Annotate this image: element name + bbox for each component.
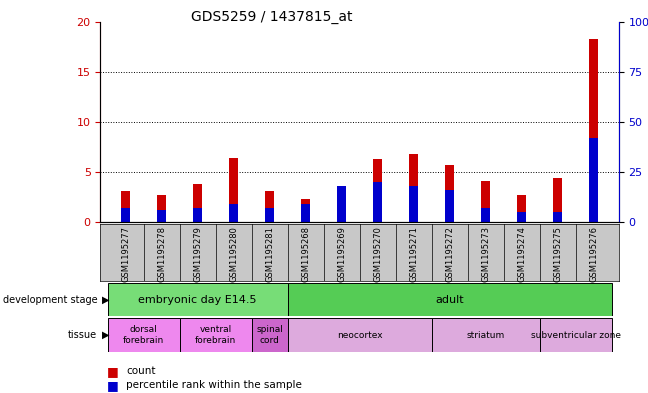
Text: dorsal
forebrain: dorsal forebrain xyxy=(123,325,164,345)
Text: GSM1195271: GSM1195271 xyxy=(409,226,418,282)
Text: neocortex: neocortex xyxy=(337,331,382,340)
Bar xyxy=(265,208,274,222)
Bar xyxy=(337,186,346,222)
Bar xyxy=(409,154,418,222)
Bar xyxy=(193,184,202,222)
Text: percentile rank within the sample: percentile rank within the sample xyxy=(126,380,302,390)
Text: GSM1195269: GSM1195269 xyxy=(337,226,346,282)
Text: GSM1195279: GSM1195279 xyxy=(193,226,202,282)
Bar xyxy=(121,208,130,222)
Text: GSM1195281: GSM1195281 xyxy=(265,226,274,282)
Bar xyxy=(481,208,490,222)
Bar xyxy=(288,318,432,352)
Text: development stage: development stage xyxy=(3,295,97,305)
Bar xyxy=(301,199,310,222)
Bar xyxy=(540,318,612,352)
Bar xyxy=(409,186,418,222)
Text: GSM1195277: GSM1195277 xyxy=(121,226,130,282)
Text: ventral
forebrain: ventral forebrain xyxy=(195,325,237,345)
Bar xyxy=(301,204,310,222)
Text: GSM1195273: GSM1195273 xyxy=(481,226,490,282)
Bar xyxy=(229,204,238,222)
Text: GSM1195275: GSM1195275 xyxy=(553,226,562,282)
Bar xyxy=(553,178,562,222)
Bar xyxy=(229,158,238,222)
Bar xyxy=(373,159,382,222)
Bar xyxy=(337,189,346,222)
Text: GSM1195276: GSM1195276 xyxy=(589,226,598,282)
Text: GDS5259 / 1437815_at: GDS5259 / 1437815_at xyxy=(191,10,353,24)
Text: tissue: tissue xyxy=(68,330,97,340)
Bar xyxy=(445,190,454,222)
Bar xyxy=(108,318,179,352)
Bar xyxy=(265,191,274,222)
Bar xyxy=(517,212,526,222)
Bar xyxy=(589,39,598,222)
Bar xyxy=(108,283,288,316)
Bar xyxy=(589,138,598,222)
Text: subventricular zone: subventricular zone xyxy=(531,331,621,340)
Text: GSM1195270: GSM1195270 xyxy=(373,226,382,282)
Text: GSM1195268: GSM1195268 xyxy=(301,226,310,282)
Text: ■: ■ xyxy=(107,378,119,392)
Bar xyxy=(517,195,526,222)
Text: count: count xyxy=(126,366,156,376)
Text: GSM1195280: GSM1195280 xyxy=(229,226,238,282)
Text: GSM1195278: GSM1195278 xyxy=(157,226,166,282)
Bar xyxy=(445,165,454,222)
Text: GSM1195272: GSM1195272 xyxy=(445,226,454,282)
Bar xyxy=(553,212,562,222)
Text: ▶: ▶ xyxy=(102,330,110,340)
Bar xyxy=(251,318,288,352)
Bar xyxy=(373,182,382,222)
Bar xyxy=(288,283,612,316)
Bar xyxy=(157,210,166,222)
Bar xyxy=(179,318,251,352)
Bar xyxy=(157,195,166,222)
Text: ▶: ▶ xyxy=(102,295,110,305)
Text: adult: adult xyxy=(435,295,464,305)
Text: ■: ■ xyxy=(107,365,119,378)
Bar xyxy=(121,191,130,222)
Text: embryonic day E14.5: embryonic day E14.5 xyxy=(139,295,257,305)
Text: striatum: striatum xyxy=(467,331,505,340)
Bar xyxy=(193,208,202,222)
Text: spinal
cord: spinal cord xyxy=(256,325,283,345)
Bar xyxy=(481,181,490,222)
Text: GSM1195274: GSM1195274 xyxy=(517,226,526,282)
Bar xyxy=(432,318,540,352)
